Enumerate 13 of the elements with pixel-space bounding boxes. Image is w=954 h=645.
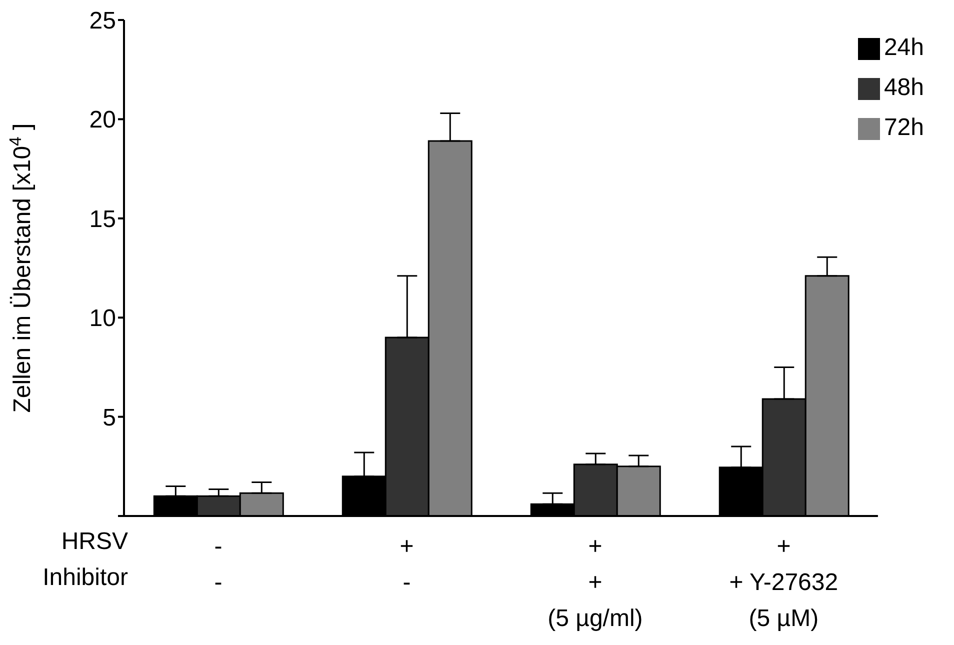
x-tick-label: - -	[214, 533, 222, 596]
x-tick-label: + + (5 µg/ml)	[548, 533, 643, 632]
legend-label: 72h	[884, 114, 924, 141]
legend-label: 24h	[884, 34, 924, 61]
y-tick-label: 20	[89, 106, 116, 134]
legend-label: 48h	[884, 74, 924, 101]
x-tick-label: + -	[400, 533, 414, 596]
x-axis-title: HRSV Inhibitor	[42, 527, 128, 593]
y-tick-label: 5	[102, 404, 116, 432]
y-tick-label: 10	[89, 305, 116, 332]
y-tick-label: 25	[89, 8, 116, 35]
x-tick-label: + + Y-27632 (5 µM)	[729, 533, 838, 632]
y-tick-label: 15	[89, 206, 116, 233]
